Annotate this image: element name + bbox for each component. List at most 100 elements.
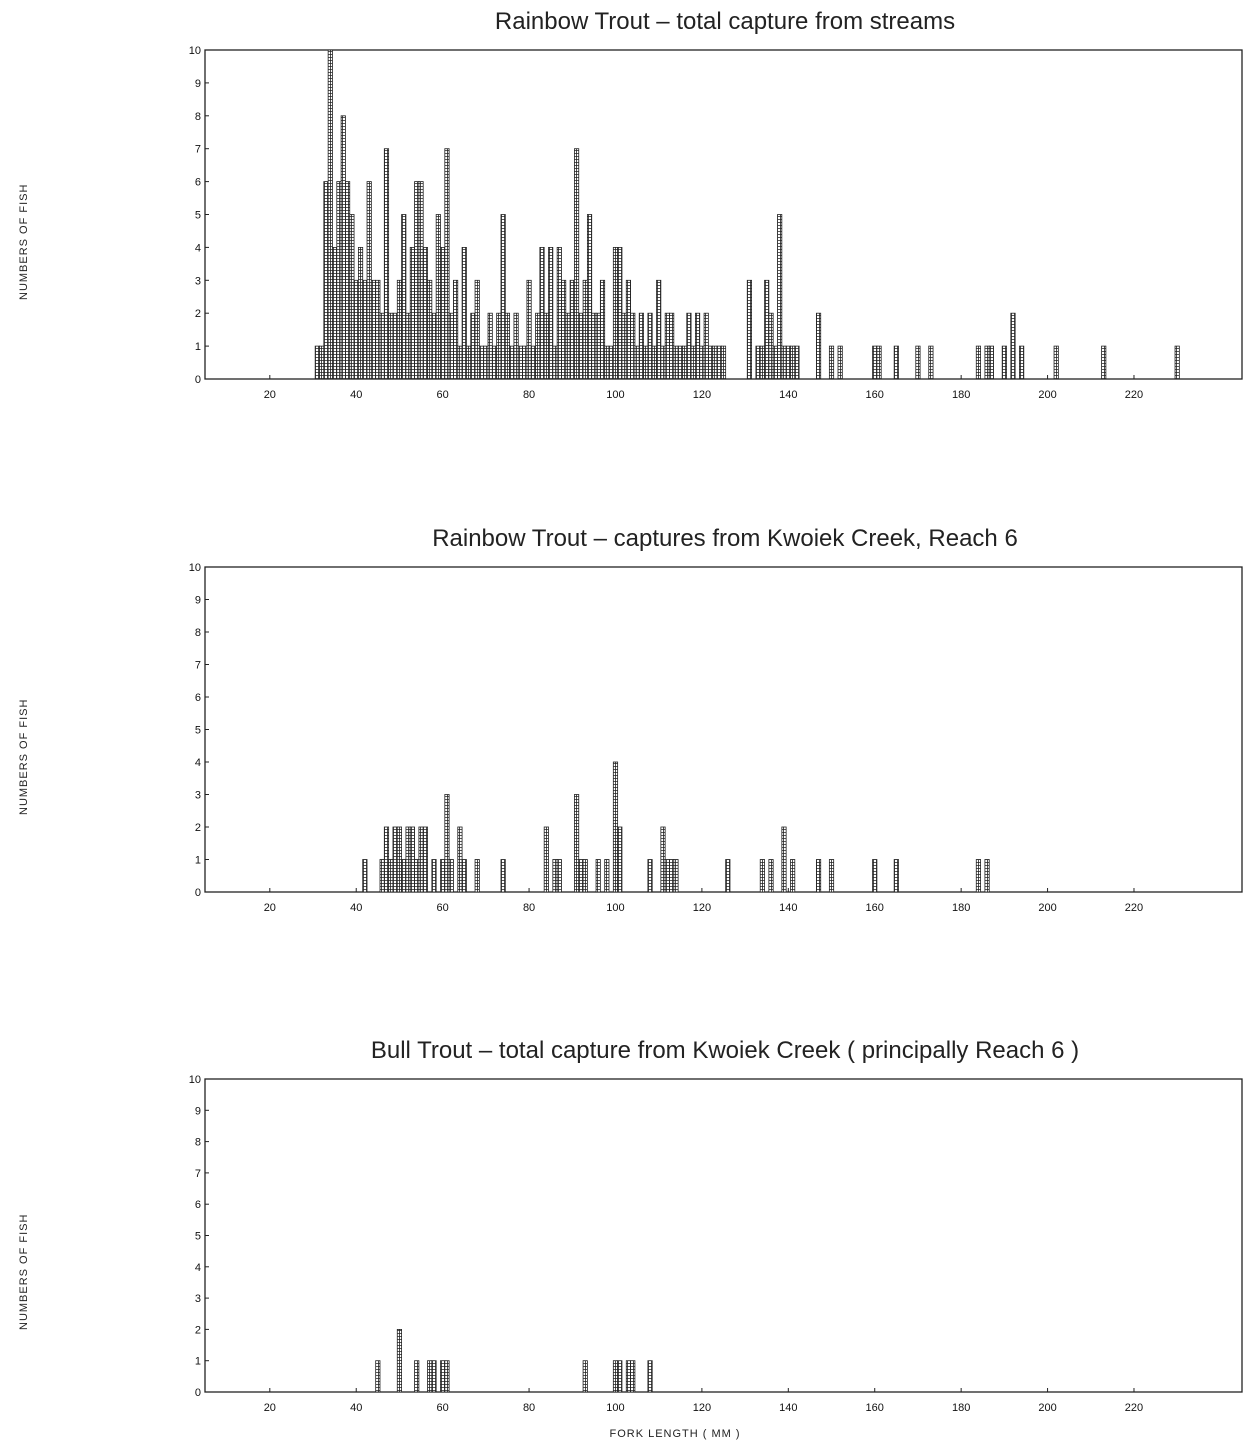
histogram-bar	[630, 1360, 636, 1393]
histogram-bar	[975, 345, 981, 380]
histogram-bar	[517, 345, 523, 380]
y-tick-label: 9	[195, 595, 201, 607]
x-tick-label: 100	[606, 389, 624, 401]
histogram-bar	[578, 859, 584, 893]
x-tick-label: 220	[1125, 902, 1143, 914]
y-tick-label: 4	[195, 757, 201, 769]
histogram-bar	[604, 859, 610, 893]
y-tick-label: 8	[195, 627, 201, 639]
histogram-bar	[383, 148, 390, 380]
histogram-chart-1: 0 1 2 3 4 5 6 7 8 9 10 20 40 60 80 100 120 140 160 180 200 22…	[189, 45, 1243, 401]
histogram-bar	[466, 345, 472, 380]
histogram-bar	[414, 1360, 420, 1393]
x-tick-label: 80	[523, 902, 535, 914]
y-tick-label: 4	[195, 1262, 201, 1274]
histogram-bar	[716, 345, 722, 380]
histogram-bar	[1019, 345, 1025, 380]
histogram-bar	[405, 312, 411, 380]
histogram-bar	[617, 246, 623, 380]
histogram-bar	[431, 1360, 437, 1393]
x-tick-label: 20	[264, 1402, 276, 1414]
histogram-bar	[565, 312, 571, 380]
histogram-bar	[383, 826, 390, 893]
x-tick-label: 140	[779, 389, 797, 401]
x-tick-label: 120	[693, 902, 711, 914]
histogram-bar	[893, 859, 899, 893]
histogram-bar	[453, 279, 459, 380]
histogram-bar	[435, 214, 441, 380]
histogram-bar	[375, 279, 381, 380]
y-tick-label: 10	[189, 45, 201, 57]
histogram-bar	[781, 345, 787, 380]
histogram-bar	[690, 345, 696, 380]
histogram-bar	[660, 826, 666, 893]
histogram-bar	[414, 181, 420, 380]
histogram-bar	[707, 345, 714, 380]
histogram-bar	[625, 279, 632, 380]
histogram-bar	[625, 1360, 632, 1393]
x-tick-label: 200	[1038, 389, 1056, 401]
histogram-bar	[422, 246, 428, 380]
y-tick-label: 3	[195, 275, 201, 287]
histogram-bar	[396, 1328, 402, 1393]
x-tick-label: 40	[350, 389, 362, 401]
histogram-bar	[457, 345, 463, 380]
histogram-bar	[984, 859, 990, 893]
histogram-bar	[608, 345, 614, 380]
histogram-bar	[582, 859, 588, 893]
x-axis-label: FORK LENGTH ( MM )	[609, 1428, 741, 1440]
chart-title-3: Bull Trout – total capture from Kwoiek C…	[370, 1037, 1080, 1064]
histogram-bar	[444, 148, 450, 380]
histogram-bar	[500, 859, 506, 893]
histogram-bar	[928, 345, 934, 380]
histogram-bar	[340, 115, 346, 380]
x-tick-label: 160	[866, 1402, 884, 1414]
x-tick-label: 120	[693, 389, 711, 401]
y-tick-label: 5	[195, 725, 201, 737]
histogram-bar	[513, 312, 519, 380]
histogram-bar	[461, 859, 467, 893]
histogram-bar	[595, 859, 601, 893]
histogram-bar	[669, 312, 675, 380]
histogram-bar	[431, 312, 437, 380]
histogram-bar	[975, 859, 981, 893]
y-tick-label: 7	[195, 144, 201, 156]
x-tick-label: 200	[1038, 902, 1056, 914]
histogram-bar	[837, 345, 843, 380]
histogram-bar	[405, 826, 411, 893]
histogram-bar	[444, 794, 450, 893]
histogram-bar	[474, 279, 480, 380]
histogram-bar	[1001, 345, 1007, 380]
y-tick-label: 6	[195, 692, 201, 704]
y-tick-label: 2	[195, 822, 201, 834]
histogram-bar	[543, 312, 549, 380]
y-tick-label: 2	[195, 1324, 201, 1336]
x-tick-label: 180	[952, 902, 970, 914]
histogram-bar	[656, 279, 662, 380]
histogram-bar	[621, 312, 627, 380]
histogram-bar	[582, 1360, 588, 1393]
histogram-bar	[815, 859, 822, 893]
histogram-bar	[418, 826, 424, 893]
histogram-bar	[772, 345, 778, 380]
histogram-bar	[552, 345, 558, 380]
histogram-bar	[379, 859, 385, 893]
y-tick-label: 3	[195, 1293, 201, 1305]
histogram-bar	[427, 1360, 433, 1393]
histogram-bar	[591, 312, 597, 380]
histogram-bar	[768, 312, 774, 380]
y-tick-label: 5	[195, 210, 201, 222]
x-tick-label: 80	[523, 1402, 535, 1414]
histogram-bar	[695, 312, 701, 380]
histogram-bar	[574, 794, 580, 893]
histogram-bar	[988, 345, 994, 380]
histogram-bar	[327, 49, 333, 380]
histogram-chart-2: 0 1 2 3 4 5 6 7 8 9 10 20 40 60 80 100 120 140 160 180 200 22…	[189, 562, 1243, 914]
x-tick-label: 100	[606, 902, 624, 914]
x-tick-label: 20	[264, 902, 276, 914]
histogram-bar	[522, 345, 528, 380]
y-tick-label: 4	[195, 242, 201, 254]
x-tick-label: 60	[437, 1402, 449, 1414]
histogram-bar	[370, 279, 377, 380]
histogram-bar	[409, 826, 415, 893]
